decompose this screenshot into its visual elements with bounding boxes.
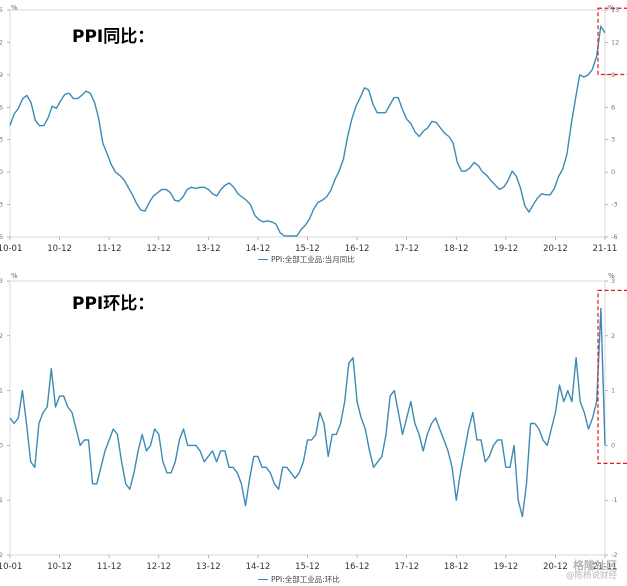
yoy-ytick-label-right: 0	[611, 168, 615, 176]
yoy-legend-label: PPI:全部工业品:当月同比	[271, 255, 355, 264]
mom-xtick-label: 14-12	[246, 562, 271, 572]
yoy-xtick-label: 14-12	[246, 244, 271, 254]
mom-chart-svg: -2 -2 -1 -1 0 0 1 1 2 2 3 3 10-01 10-12 11-12 12-12 13-1…	[0, 277, 627, 572]
yoy-chart-panel: -6 -6 -3 -3 0 0 3 3 6 6 9 9 12 12 15 15 10-01 10-12 11-12 1…	[0, 0, 627, 268]
yoy-xtick-label: 12-12	[146, 244, 171, 254]
yoy-ytick-label-left: 6	[0, 103, 3, 111]
mom-series-line	[9, 307, 606, 518]
yoy-ytick-label-left: 3	[0, 136, 3, 144]
yoy-xtick-label: 10-01	[0, 244, 22, 254]
watermark-line1: 格隆社区	[573, 559, 617, 572]
yoy-series-line	[9, 25, 606, 237]
mom-xtick-label: 16-12	[345, 562, 370, 572]
mom-legend: PPI:全部工业品:环比	[258, 574, 340, 585]
mom-ytick-label-left: 0	[0, 441, 3, 449]
mom-ytick-label-right: -1	[611, 496, 617, 504]
yoy-xtick-label: 21-11	[593, 244, 618, 254]
mom-xtick-label: 15-12	[295, 562, 320, 572]
mom-xtick-label: 21-11	[593, 562, 618, 572]
mom-xtick-label: 10-01	[0, 562, 22, 572]
yoy-xtick-label: 18-12	[444, 244, 469, 254]
mom-ytick-label-right: 2	[611, 332, 615, 340]
mom-chart-panel: -2 -2 -1 -1 0 0 1 1 2 2 3 3 10-01 10-12 11-12 12-12 13-1…	[0, 268, 627, 586]
mom-ytick-label-left: 1	[0, 387, 3, 395]
mom-plot-frame	[9, 280, 606, 556]
watermark: 格隆社区 @陈杨说财经	[566, 560, 617, 582]
yoy-xtick-label: 20-12	[543, 244, 568, 254]
mom-chart-title: PPI环比：	[72, 294, 155, 314]
yoy-ytick-label-left: -6	[0, 233, 3, 241]
mom-xtick-label: 11-12	[97, 562, 122, 572]
yoy-ytick-label-left: 12	[0, 38, 3, 46]
mom-ytick-label-left: 3	[0, 277, 3, 285]
mom-xtick-label: 12-12	[146, 562, 171, 572]
mom-highlight-box	[597, 289, 627, 464]
yoy-xtick-label: 16-12	[345, 244, 370, 254]
mom-xtick-label: 20-12	[543, 562, 568, 572]
yoy-ytick-label-right: 12	[611, 38, 619, 46]
yoy-xtick-label: 15-12	[295, 244, 320, 254]
watermark-line2: @陈杨说财经	[565, 571, 617, 581]
mom-left-unit-label: %	[11, 272, 18, 280]
yoy-xtick-label: 17-12	[394, 244, 419, 254]
yoy-legend: PPI:全部工业品:当月同比	[258, 254, 355, 265]
mom-xtick-label: 10-12	[47, 562, 72, 572]
yoy-xtick-label: 13-12	[196, 244, 221, 254]
mom-xtick-label: 13-12	[196, 562, 221, 572]
yoy-ytick-label-right: 9	[611, 71, 615, 79]
mom-ytick-label-right: -2	[611, 551, 617, 559]
yoy-ytick-label-right: 15	[611, 6, 619, 14]
mom-ytick-label-right: 3	[611, 277, 615, 285]
mom-xtick-label: 18-12	[444, 562, 469, 572]
mom-ytick-label-left: 2	[0, 332, 3, 340]
yoy-ytick-label-left: 15	[0, 6, 3, 14]
mom-ytick-label-left: -1	[0, 496, 3, 504]
mom-legend-label: PPI:全部工业品:环比	[271, 575, 340, 584]
mom-ytick-label-right: 0	[611, 441, 615, 449]
yoy-ytick-label-right: 3	[611, 136, 615, 144]
mom-right-unit-label: %	[608, 272, 615, 280]
mom-ytick-label-left: -2	[0, 551, 3, 559]
yoy-ytick-label-left: 9	[0, 71, 3, 79]
yoy-chart-svg: -6 -6 -3 -3 0 0 3 3 6 6 9 9 12 12 15 15 10-01 10-12 11-12 1…	[0, 6, 627, 254]
mom-ytick-label-right: 1	[611, 387, 615, 395]
yoy-ytick-label-right: -6	[611, 233, 617, 241]
yoy-ytick-label-right: -3	[611, 201, 617, 209]
yoy-left-unit-label: %	[11, 4, 18, 12]
yoy-highlight-box	[597, 7, 627, 76]
mom-xtick-label: 19-12	[493, 562, 518, 572]
mom-xtick-label: 17-12	[394, 562, 419, 572]
yoy-ytick-label-left: 0	[0, 168, 3, 176]
yoy-right-unit-label: %	[608, 4, 615, 12]
yoy-xtick-label: 19-12	[493, 244, 518, 254]
yoy-xtick-label: 10-12	[47, 244, 72, 254]
yoy-ytick-label-left: -3	[0, 201, 3, 209]
yoy-legend-swatch	[258, 258, 268, 261]
yoy-xtick-label: 11-12	[97, 244, 122, 254]
mom-legend-swatch	[258, 578, 268, 581]
yoy-chart-title: PPI同比：	[72, 27, 155, 47]
yoy-ytick-label-right: 6	[611, 103, 615, 111]
